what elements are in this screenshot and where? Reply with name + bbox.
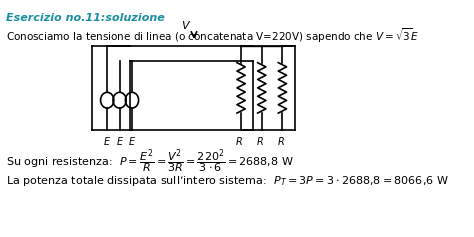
Text: Esercizio no.11:soluzione: Esercizio no.11:soluzione [6,13,164,23]
Text: $E$: $E$ [116,135,124,147]
Text: $R$: $R$ [235,135,243,147]
Text: $R$: $R$ [256,135,264,147]
Text: $E$: $E$ [128,135,136,147]
Text: $R$: $R$ [277,135,284,147]
Text: La potenza totale dissipata sull’intero sistema:  $P_T = 3P = 3 \cdot 2688{,}8 =: La potenza totale dissipata sull’intero … [6,174,448,188]
Text: $E$: $E$ [103,135,111,147]
Text: Su ogni resistenza:  $P = \dfrac{E^2}{R} = \dfrac{V^2}{3R} = \dfrac{220^2}{3 \cd: Su ogni resistenza: $P = \dfrac{E^2}{R} … [6,148,293,176]
Text: Conosciamo la tensione di linea (o concatenata V=220V) sapendo che $V = \sqrt{3}: Conosciamo la tensione di linea (o conca… [6,26,419,45]
Text: $V$: $V$ [181,19,191,31]
